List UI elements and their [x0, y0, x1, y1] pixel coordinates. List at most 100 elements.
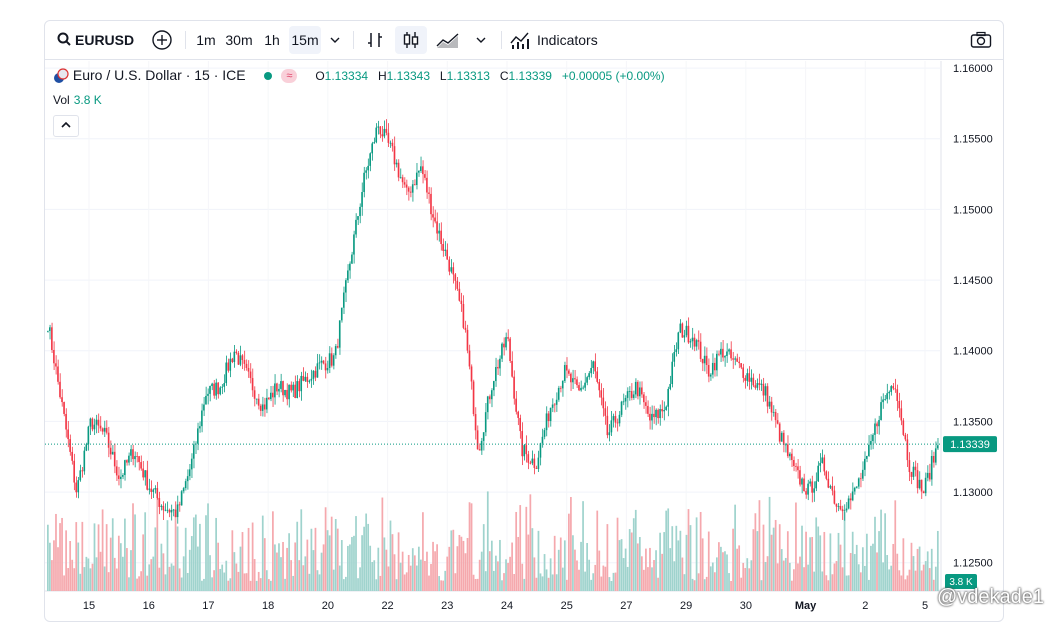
bar-chart-type-button[interactable]: [361, 26, 389, 54]
candle-body: [730, 349, 732, 359]
candle-body: [197, 428, 199, 444]
candle-body: [841, 509, 844, 512]
volume-bar: [701, 538, 704, 591]
candle-body: [803, 478, 805, 492]
candle-body: [160, 505, 163, 507]
candle-body: [136, 456, 138, 457]
candle-body: [367, 165, 369, 171]
volume-bar: [310, 528, 313, 591]
candle-body: [75, 482, 78, 493]
volume-bar: [215, 517, 217, 591]
volume-bar: [209, 555, 211, 591]
volume-bar: [363, 526, 365, 591]
volume-bar: [926, 551, 929, 591]
volume-bar: [227, 580, 230, 591]
candle-body: [371, 143, 373, 154]
candle-body: [168, 509, 171, 513]
collapse-legend-button[interactable]: [53, 115, 79, 137]
interval-dropdown[interactable]: [325, 26, 345, 54]
volume-bar: [79, 573, 82, 591]
volume-bar: [539, 573, 542, 591]
candle-body: [178, 504, 181, 506]
candle-body: [71, 451, 73, 461]
volume-bar: [237, 571, 240, 591]
candle-body: [774, 411, 777, 421]
volume-bar: [620, 539, 623, 591]
volume-bar: [501, 580, 503, 591]
volume-bar: [868, 579, 870, 591]
volume-bar: [460, 536, 463, 591]
candle-body: [105, 427, 108, 433]
volume-bar: [144, 512, 147, 591]
candle-body: [257, 398, 260, 406]
candle-body: [916, 470, 919, 489]
candle-chart-type-button[interactable]: [395, 26, 427, 54]
candle-body: [709, 374, 712, 377]
volume-bar: [570, 496, 572, 591]
volume-bar: [638, 537, 641, 591]
candle-body: [182, 488, 185, 492]
candle-body: [312, 370, 315, 379]
volume-bar: [669, 548, 672, 591]
volume-bar: [85, 556, 88, 591]
volume-bar: [235, 563, 238, 591]
candle-body: [436, 221, 438, 234]
volume-bar: [383, 537, 386, 591]
candle-body: [801, 478, 803, 485]
volume-bar: [105, 524, 108, 591]
interval-1h[interactable]: 1h: [264, 32, 280, 48]
interval-30m[interactable]: 30m: [225, 32, 253, 48]
volume-bar: [811, 536, 814, 591]
area-chart-type-button[interactable]: [433, 26, 463, 54]
volume-bar: [75, 522, 78, 591]
candle-body: [707, 365, 710, 377]
volume-bar: [442, 580, 445, 591]
volume-bar: [774, 519, 777, 591]
data-delay-badge[interactable]: ≈: [281, 69, 298, 84]
candle-body: [353, 234, 355, 255]
candle-body: [746, 373, 749, 381]
volume-bar: [413, 555, 416, 591]
candle-body: [158, 498, 161, 507]
candle-body: [752, 377, 755, 386]
candle-body: [134, 456, 136, 460]
candle-body: [152, 489, 155, 492]
compare-symbol-button[interactable]: [149, 26, 175, 54]
market-open-icon: [263, 72, 272, 81]
candle-body: [357, 216, 359, 220]
candle-body: [424, 174, 426, 178]
volume-bar: [361, 535, 363, 591]
snapshot-button[interactable]: [967, 26, 995, 54]
volume-bar: [594, 564, 597, 591]
change-value: +0.00005 (+0.00%): [561, 69, 665, 83]
volume-bar: [837, 532, 840, 591]
volume-bar: [827, 580, 830, 591]
candle-body: [561, 380, 564, 389]
volume-bar: [353, 535, 355, 591]
price-chart[interactable]: 1.16000 1.15500 1.15000 1.14500 1.14000 1.135…: [45, 21, 1003, 621]
symbol-search-button[interactable]: EURUSD: [53, 26, 137, 54]
chart-type-dropdown[interactable]: [471, 26, 491, 54]
candle-body: [547, 413, 550, 422]
candle-body: [369, 153, 371, 166]
volume-bar: [97, 524, 100, 591]
candle-body: [351, 254, 353, 264]
candle-body: [543, 430, 546, 437]
volume-bar: [640, 556, 643, 591]
volume-bar: [199, 523, 201, 591]
volume-bar: [280, 557, 282, 591]
y-tick-label: 1.13500: [953, 416, 993, 428]
candle-body: [584, 382, 586, 388]
candle-body: [340, 307, 343, 321]
candle-body: [474, 414, 477, 431]
volume-bar: [270, 580, 272, 591]
indicators-button[interactable]: Indicators: [509, 26, 609, 54]
candle-body: [533, 458, 536, 468]
interval-1m[interactable]: 1m: [196, 32, 216, 48]
volume-bar: [829, 533, 832, 591]
candle-body: [77, 480, 80, 493]
candle-body: [101, 428, 104, 432]
candle-body: [507, 337, 509, 339]
interval-15m[interactable]: 15m: [289, 26, 321, 54]
volume-bar: [849, 553, 852, 591]
